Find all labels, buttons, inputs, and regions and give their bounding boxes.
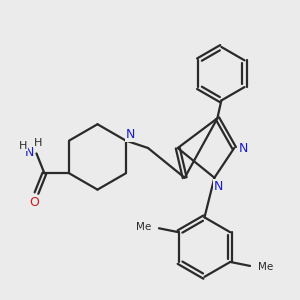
Text: H: H <box>34 138 43 148</box>
Text: N: N <box>25 146 34 159</box>
Text: Me: Me <box>136 222 151 232</box>
Text: Me: Me <box>258 262 273 272</box>
Text: N: N <box>126 128 135 141</box>
Text: H: H <box>18 140 27 151</box>
Text: N: N <box>238 142 248 154</box>
Text: O: O <box>30 196 39 208</box>
Text: N: N <box>214 180 223 193</box>
